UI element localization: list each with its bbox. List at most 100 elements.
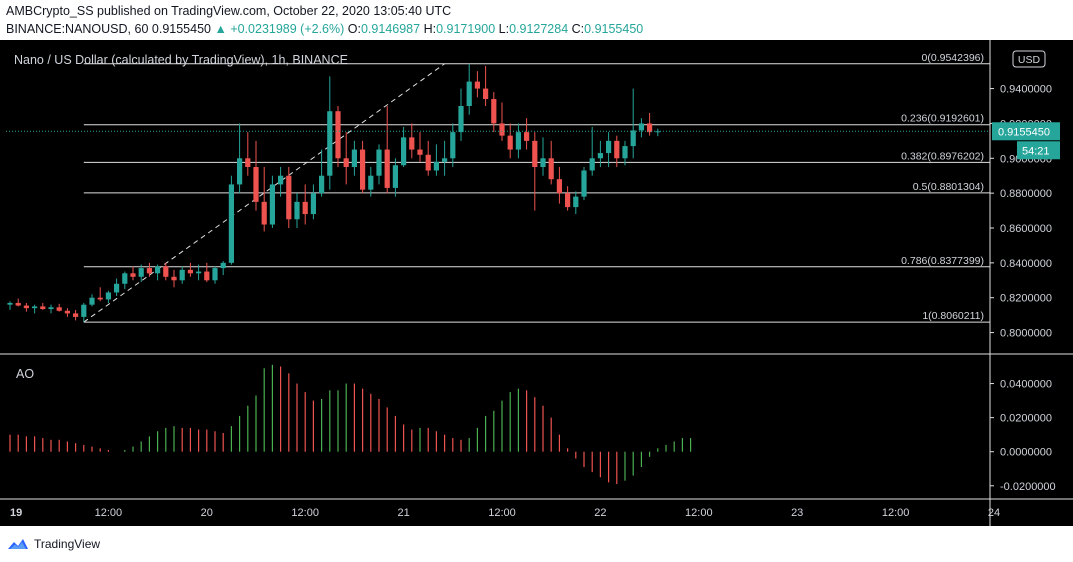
candle-body	[7, 302, 13, 305]
time-tick-label: 24	[988, 507, 1000, 519]
candle-body	[384, 149, 390, 188]
candle-body	[253, 167, 259, 202]
time-tick-label: 12:00	[291, 507, 319, 519]
candle-body	[237, 158, 243, 185]
open-value: 0.9146987	[360, 22, 421, 36]
candle-body	[269, 184, 275, 225]
tradingview-brand: TradingView	[34, 537, 101, 551]
candle-body	[540, 158, 546, 167]
time-tick-label: 12:00	[95, 507, 123, 519]
candle-body	[548, 158, 554, 180]
candle-body	[499, 123, 505, 136]
open-label: O:	[347, 22, 361, 36]
time-tick-label: 20	[201, 507, 213, 519]
chart-title: Nano / US Dollar (calculated by TradingV…	[14, 53, 348, 67]
time-tick-label: 22	[594, 507, 606, 519]
candle-body	[532, 140, 538, 167]
candle-body	[261, 201, 267, 225]
close-value: 0.9155450	[584, 22, 644, 36]
footer: TradingView	[6, 536, 100, 552]
candle-body	[105, 292, 111, 300]
candle-body	[425, 154, 431, 171]
candle-body	[302, 201, 308, 215]
candle-body	[515, 132, 521, 150]
candle-body	[335, 111, 341, 159]
candle-body	[507, 135, 513, 150]
candle-body	[48, 307, 54, 310]
candle-body	[32, 306, 38, 309]
candle-body	[73, 313, 79, 317]
low-value: 0.9127284	[509, 22, 569, 36]
candle-body	[466, 81, 472, 106]
candle-body	[310, 193, 316, 215]
candle-body	[228, 184, 234, 263]
chart-background	[0, 40, 1073, 526]
close-label: C:	[571, 22, 585, 36]
candle-body	[179, 269, 185, 281]
candle-body	[376, 149, 382, 176]
candle-body	[622, 146, 628, 159]
candle-body	[155, 266, 161, 274]
candle-body	[286, 175, 292, 220]
candle-body	[122, 273, 128, 284]
candle-body	[97, 297, 103, 300]
candle-body	[433, 161, 439, 171]
fib-level-label: 0(0.9542396)	[922, 52, 984, 64]
price-tick-label: 0.9400000	[1000, 84, 1052, 96]
candle-body	[351, 149, 357, 167]
time-tick-label: 23	[791, 507, 803, 519]
trend-line	[83, 63, 445, 323]
candle-body	[458, 106, 464, 133]
candle-body	[81, 304, 87, 317]
price-change: ▲ +0.0231989 (+2.6%)	[214, 22, 345, 36]
currency-box	[1012, 50, 1046, 68]
candle-body	[417, 149, 423, 155]
candle-body	[573, 196, 579, 208]
last-price-badge	[992, 122, 1060, 141]
tradingview-cloud-icon	[8, 539, 28, 549]
candle-body	[130, 273, 136, 277]
candle-body	[630, 130, 636, 147]
currency-label: USD	[1018, 54, 1041, 66]
axes: 0.94000000.92000000.90000000.88000000.86…	[0, 40, 1073, 526]
price-tick-label: 0.8800000	[1000, 188, 1052, 200]
ao-title: AO	[16, 367, 34, 381]
candle-body	[23, 305, 29, 309]
candle-body	[491, 99, 497, 124]
candle-body	[606, 140, 612, 154]
ao-tick-label: -0.0200000	[1000, 481, 1056, 493]
fib-level-label: 0.5(0.8801304)	[913, 181, 984, 193]
candle-body	[56, 307, 62, 311]
candle-body	[294, 201, 300, 220]
fib-level-label: 1(0.8060211)	[922, 310, 984, 322]
candle-body	[401, 137, 407, 166]
candle-body	[171, 276, 177, 281]
candle-body	[146, 268, 152, 274]
fib-level-label: 0.786(0.8377399)	[901, 255, 984, 267]
candle-body	[163, 266, 169, 277]
time-tick-label: 12:00	[685, 507, 713, 519]
candle-body	[343, 158, 349, 167]
last-price-badge-text: 0.9155450	[998, 126, 1050, 138]
candle-body	[245, 158, 251, 167]
countdown-badge	[1017, 141, 1060, 160]
candle-body	[409, 137, 415, 150]
high-value: 0.9171900	[436, 22, 496, 36]
symbol-quote-line: BINANCE:NANOUSD, 60 0.9155450 ▲ +0.02319…	[6, 22, 643, 36]
candle-body	[524, 132, 530, 141]
fib-level-label: 0.236(0.9192601)	[901, 113, 984, 125]
candle-body	[556, 179, 562, 194]
candle-body	[474, 81, 480, 89]
ao-tick-label: 0.0200000	[1000, 413, 1052, 425]
candle-body	[442, 158, 448, 162]
time-tick-label: 19	[10, 507, 22, 519]
chart-canvas[interactable]: 0(0.9542396) 0.236(0.9192601) 0.382(0.8976…	[0, 40, 1073, 526]
candle-body	[319, 175, 325, 194]
ao-pane[interactable]	[9, 364, 692, 485]
high-label: H:	[423, 22, 437, 36]
candle-body	[278, 175, 284, 185]
price-pane[interactable]: 0(0.9542396) 0.236(0.9192601) 0.382(0.8976…	[6, 52, 990, 323]
candle-body	[647, 123, 653, 133]
candle-body	[187, 269, 193, 274]
countdown-text: 54:21	[1022, 145, 1050, 157]
